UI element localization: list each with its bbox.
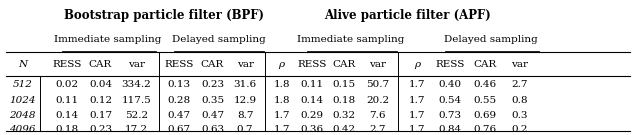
Text: 0.14: 0.14 xyxy=(300,96,323,105)
Text: 0.29: 0.29 xyxy=(300,111,323,120)
Text: 334.2: 334.2 xyxy=(122,80,151,89)
Text: 20.2: 20.2 xyxy=(366,96,389,105)
Text: 0.2: 0.2 xyxy=(511,125,528,134)
Text: 0.13: 0.13 xyxy=(168,80,191,89)
Text: 0.14: 0.14 xyxy=(56,111,79,120)
Text: 1.7: 1.7 xyxy=(409,125,426,134)
Text: CAR: CAR xyxy=(201,60,224,70)
Text: 1.7: 1.7 xyxy=(273,111,290,120)
Text: Immediate sampling: Immediate sampling xyxy=(298,35,404,44)
Text: 0.69: 0.69 xyxy=(474,111,497,120)
Text: 0.23: 0.23 xyxy=(201,80,224,89)
Text: var: var xyxy=(237,60,253,70)
Text: 0.73: 0.73 xyxy=(438,111,461,120)
Text: 0.28: 0.28 xyxy=(168,96,191,105)
Text: var: var xyxy=(511,60,528,70)
Text: RESS: RESS xyxy=(164,60,194,70)
Text: 0.46: 0.46 xyxy=(474,80,497,89)
Text: 1024: 1024 xyxy=(9,96,36,105)
Text: Immediate sampling: Immediate sampling xyxy=(54,35,162,44)
Text: Bootstrap particle filter (BPF): Bootstrap particle filter (BPF) xyxy=(64,9,264,22)
Text: 0.18: 0.18 xyxy=(56,125,79,134)
Text: CAR: CAR xyxy=(89,60,112,70)
Text: RESS: RESS xyxy=(297,60,326,70)
Text: 1.7: 1.7 xyxy=(409,80,426,89)
Text: ρ: ρ xyxy=(278,60,285,70)
Text: 2048: 2048 xyxy=(9,111,36,120)
Text: 50.7: 50.7 xyxy=(366,80,389,89)
Text: 117.5: 117.5 xyxy=(122,96,151,105)
Text: 1.8: 1.8 xyxy=(273,96,290,105)
Text: 4096: 4096 xyxy=(9,125,36,134)
Text: 0.11: 0.11 xyxy=(56,96,79,105)
Text: 0.18: 0.18 xyxy=(333,96,356,105)
Text: 1.7: 1.7 xyxy=(409,96,426,105)
Text: RESS: RESS xyxy=(52,60,82,70)
Text: 2.7: 2.7 xyxy=(511,80,528,89)
Text: 0.02: 0.02 xyxy=(56,80,79,89)
Text: 0.17: 0.17 xyxy=(89,111,112,120)
Text: 0.67: 0.67 xyxy=(168,125,191,134)
Text: 0.54: 0.54 xyxy=(438,96,461,105)
Text: 0.15: 0.15 xyxy=(333,80,356,89)
Text: 0.7: 0.7 xyxy=(237,125,253,134)
Text: var: var xyxy=(128,60,145,70)
Text: 1.8: 1.8 xyxy=(273,80,290,89)
Text: 512: 512 xyxy=(12,80,33,89)
Text: 8.7: 8.7 xyxy=(237,111,253,120)
Text: 0.32: 0.32 xyxy=(333,111,356,120)
Text: 0.47: 0.47 xyxy=(168,111,191,120)
Text: 2.7: 2.7 xyxy=(369,125,386,134)
Text: 0.76: 0.76 xyxy=(474,125,497,134)
Text: 1.7: 1.7 xyxy=(273,125,290,134)
Text: Alive particle filter (APF): Alive particle filter (APF) xyxy=(324,9,490,22)
Text: 0.84: 0.84 xyxy=(438,125,461,134)
Text: 1.7: 1.7 xyxy=(409,111,426,120)
Text: 0.11: 0.11 xyxy=(300,80,323,89)
Text: 0.47: 0.47 xyxy=(201,111,224,120)
Text: 52.2: 52.2 xyxy=(125,111,148,120)
Text: 0.63: 0.63 xyxy=(201,125,224,134)
Text: 0.23: 0.23 xyxy=(89,125,112,134)
Text: 12.9: 12.9 xyxy=(234,96,257,105)
Text: CAR: CAR xyxy=(474,60,497,70)
Text: 0.35: 0.35 xyxy=(201,96,224,105)
Text: 7.6: 7.6 xyxy=(369,111,386,120)
Text: 0.40: 0.40 xyxy=(438,80,461,89)
Text: 0.04: 0.04 xyxy=(89,80,112,89)
Text: 0.55: 0.55 xyxy=(474,96,497,105)
Text: CAR: CAR xyxy=(333,60,356,70)
Text: N: N xyxy=(18,60,27,70)
Text: 0.3: 0.3 xyxy=(511,111,528,120)
Text: 0.36: 0.36 xyxy=(300,125,323,134)
Text: var: var xyxy=(369,60,386,70)
Text: 31.6: 31.6 xyxy=(234,80,257,89)
Text: Delayed sampling: Delayed sampling xyxy=(172,35,266,44)
Text: Delayed sampling: Delayed sampling xyxy=(444,35,538,44)
Text: 0.12: 0.12 xyxy=(89,96,112,105)
Text: 17.2: 17.2 xyxy=(125,125,148,134)
Text: 0.42: 0.42 xyxy=(333,125,356,134)
Text: RESS: RESS xyxy=(435,60,465,70)
Text: ρ: ρ xyxy=(414,60,420,70)
Text: 0.8: 0.8 xyxy=(511,96,528,105)
